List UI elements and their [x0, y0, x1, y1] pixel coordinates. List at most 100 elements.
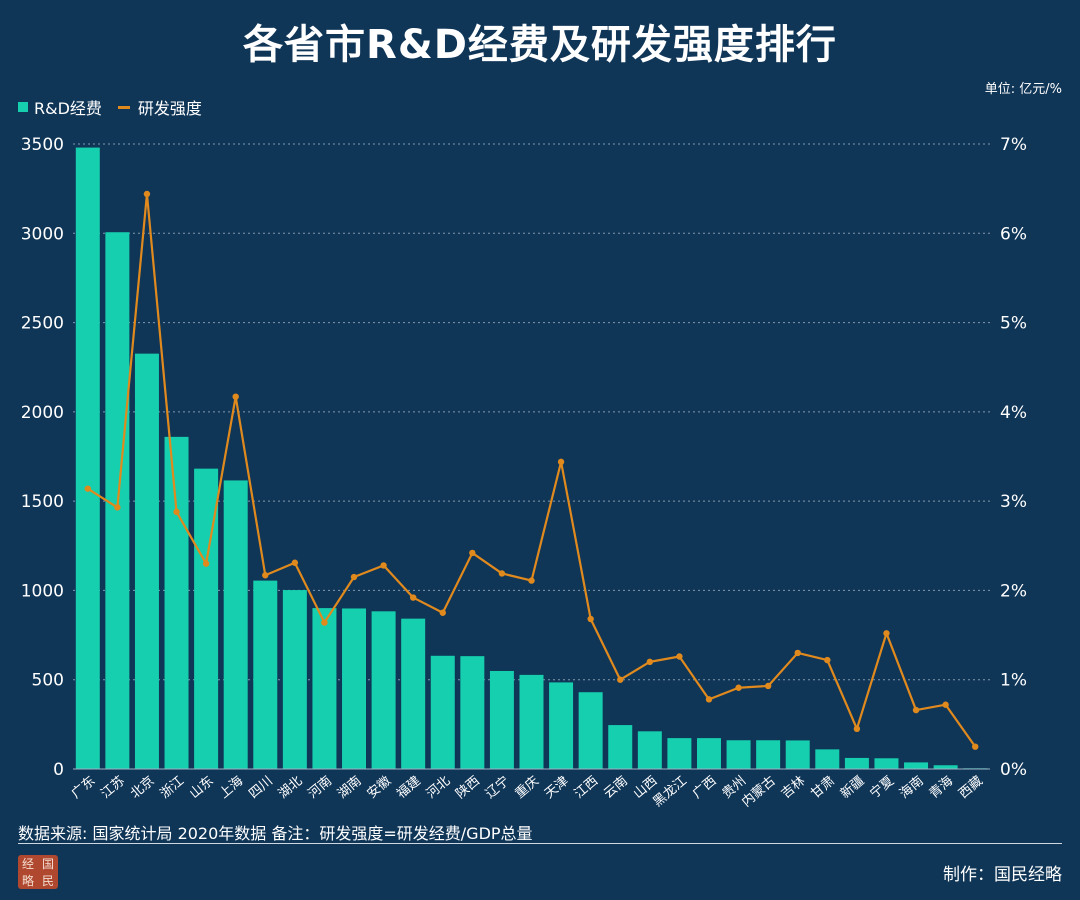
intensity-point [735, 684, 742, 691]
x-tick-label: 江苏 [98, 773, 128, 802]
x-tick-label: 山东 [187, 774, 217, 802]
bar [489, 670, 514, 769]
x-tick-label: 四川 [246, 774, 276, 802]
bar-layer [75, 147, 988, 770]
intensity-point [350, 573, 358, 581]
intensity-point [824, 656, 831, 664]
intensity-point [794, 649, 801, 657]
intensity-point [972, 743, 979, 750]
intensity-point [498, 570, 506, 577]
legend-bar-label: R&D经费 [34, 99, 102, 118]
intensity-point [262, 572, 269, 579]
x-tick-label: 广东 [69, 774, 99, 802]
intensity-point [912, 706, 920, 714]
y-left-tick-label: 1500 [21, 492, 64, 512]
intensity-point [883, 630, 890, 637]
intensity-point [409, 594, 417, 601]
bar [667, 738, 692, 769]
intensity-point [291, 559, 299, 566]
intensity-point [469, 549, 476, 557]
x-tick-label: 海南 [896, 773, 926, 802]
x-tick-label: 安徽 [365, 774, 395, 802]
bar [578, 692, 603, 769]
footer-divider [18, 843, 1062, 844]
x-tick-label: 陕西 [453, 774, 483, 802]
seal-char: 民 [41, 873, 54, 888]
intensity-point [557, 458, 565, 466]
bar [282, 590, 307, 769]
y-left-tick-label: 3500 [21, 135, 64, 155]
x-tick-label: 青海 [927, 774, 957, 802]
seal-char: 略 [21, 873, 34, 888]
x-tick-label: 河南 [305, 773, 335, 802]
chart-title: 各省市R&D经费及研发强度排行 [243, 22, 837, 68]
intensity-line [87, 192, 977, 748]
x-tick-label: 浙江 [158, 774, 188, 802]
bar [904, 762, 929, 769]
intensity-point [646, 658, 654, 666]
x-tick-label: 天津 [542, 774, 572, 802]
intensity-point [853, 725, 861, 733]
unit-note: 单位: 亿元/% [984, 82, 1062, 97]
line-layer [84, 190, 979, 750]
x-tick-label: 甘肃 [808, 774, 838, 802]
x-tick-label: 广西 [690, 774, 720, 802]
bar [874, 758, 899, 769]
y-left-tick-label: 0 [53, 760, 64, 780]
x-tick-label: 湖南 [334, 773, 364, 802]
bar [696, 738, 721, 769]
y-right-tick-label: 0% [1000, 760, 1027, 780]
y-left-tick-label: 1000 [21, 581, 64, 601]
x-tick-label: 黑龙江 [650, 774, 690, 811]
x-tick-label: 西藏 [956, 774, 986, 802]
x-tick-label: 新疆 [837, 773, 867, 802]
intensity-point [439, 609, 446, 616]
y-right-tick-label: 6% [1000, 224, 1027, 244]
x-tick-label: 福建 [394, 774, 424, 802]
y-right-tick-label: 1% [1000, 671, 1027, 691]
bar [342, 608, 367, 769]
bar [371, 611, 396, 769]
y-left-tick-label: 2000 [21, 403, 64, 423]
intensity-point [232, 393, 239, 400]
x-tick-label: 宁夏 [867, 773, 897, 802]
bar [785, 740, 810, 769]
x-tick-label: 北京 [128, 774, 158, 802]
y-right-tick-label: 2% [1000, 581, 1027, 601]
y-right-tick-label: 7% [1000, 135, 1027, 155]
y-right-tick-label: 5% [1000, 314, 1027, 334]
x-tick-label: 江西 [572, 774, 602, 802]
bar [312, 608, 337, 769]
y-right-tick-label: 3% [1000, 492, 1027, 512]
bar [844, 757, 869, 769]
x-tick-label: 辽宁 [482, 773, 512, 802]
bar [134, 353, 159, 769]
x-tick-label: 吉林 [779, 774, 809, 802]
bar [401, 618, 426, 769]
y-left-tick-label: 3000 [21, 224, 64, 244]
credit-note: 制作：国民经略 [943, 865, 1062, 885]
bar [933, 765, 958, 769]
y-right-tick-label: 4% [1000, 403, 1027, 423]
intensity-point [173, 508, 180, 516]
bar [430, 655, 455, 769]
bar [519, 674, 544, 769]
bar [164, 436, 189, 769]
intensity-point [942, 701, 949, 708]
intensity-point [764, 682, 772, 690]
legend-line-swatch [117, 105, 130, 109]
legend-line-label: 研发强度 [137, 99, 202, 118]
logo-seal: 经 国 略 民 [18, 855, 58, 889]
x-tick-label: 云南 [601, 773, 631, 802]
intensity-point [114, 504, 121, 511]
bar [549, 682, 574, 769]
x-tick-label: 内蒙古 [739, 773, 779, 810]
bar [460, 656, 485, 769]
bar [223, 480, 248, 769]
intensity-point [705, 696, 713, 703]
intensity-point [528, 577, 535, 584]
bar [726, 740, 751, 769]
bar [637, 731, 662, 769]
x-tick-label: 上海 [217, 774, 247, 802]
